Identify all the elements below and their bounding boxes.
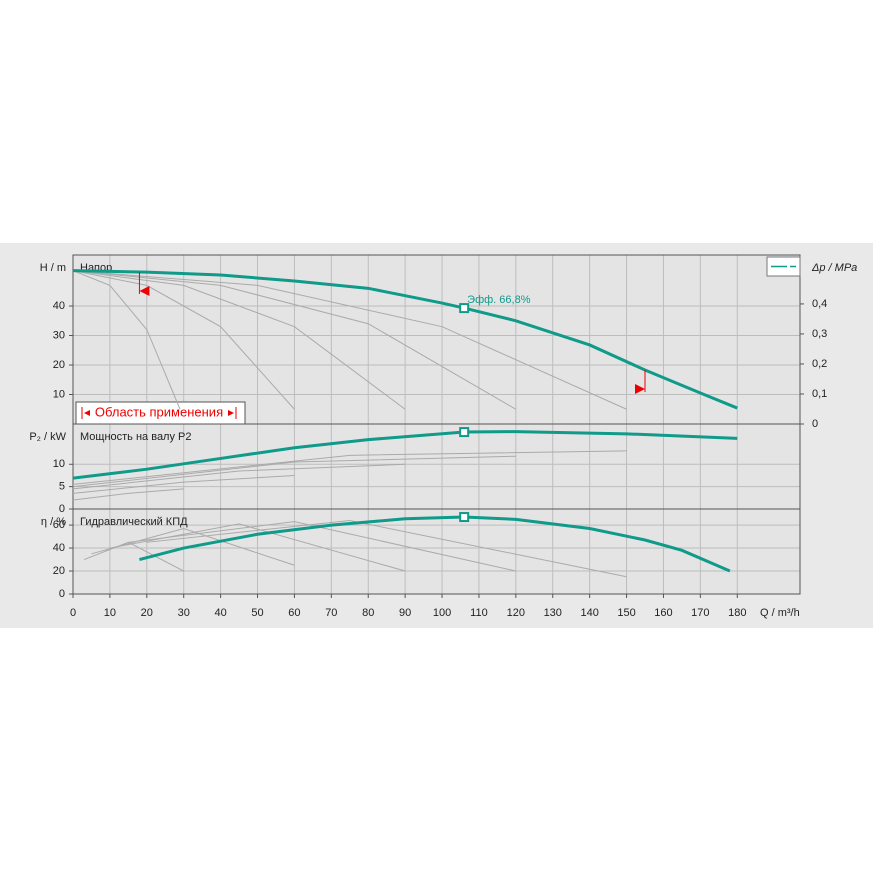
reference-curve [73, 270, 295, 410]
main-curve [73, 430, 738, 480]
x-tick-label: 120 [507, 607, 525, 619]
range-box [75, 401, 246, 425]
y2-tick-label: 0,3 [812, 328, 827, 340]
main-curve [73, 269, 738, 410]
y-tick-label: 10 [53, 458, 65, 470]
x-tick-label: 80 [362, 607, 374, 619]
range-label: Область применения [95, 404, 223, 419]
x-tick-label: 60 [288, 607, 300, 619]
x-tick-label: 150 [617, 607, 635, 619]
reference-curve [128, 521, 516, 572]
y-tick-label: 30 [53, 329, 65, 341]
reference-curve [73, 270, 517, 410]
y-tick-label: 0 [59, 588, 65, 600]
reference-curve [73, 450, 627, 485]
range-arrow [228, 410, 234, 416]
reference-curve [73, 270, 406, 410]
y-axis-title: H / m [40, 262, 66, 274]
reference-curve [73, 474, 295, 494]
y-axis-title: η / % [41, 516, 66, 528]
duty-point [459, 512, 470, 523]
y-tick-label: 10 [53, 388, 65, 400]
x-tick-label: 110 [470, 607, 488, 619]
y-tick-label: 20 [53, 565, 65, 577]
x-tick-label: 70 [325, 607, 337, 619]
reference-curve [146, 519, 627, 578]
reference-curve [109, 523, 406, 572]
reference-curve [73, 488, 184, 501]
range-limit-arrow [139, 285, 150, 296]
reference-curve [73, 270, 181, 410]
range-limit-arrow [635, 384, 646, 395]
y2-axis-title: Δp / MPa [811, 262, 857, 274]
y-tick-label: 60 [53, 519, 65, 531]
panel-title: Гидравлический КПД [80, 516, 188, 528]
y2-tick-label: 0,2 [812, 358, 827, 370]
panel-title: Мощность на валу P2 [80, 431, 192, 443]
x-tick-label: 130 [544, 607, 562, 619]
reference-curve [73, 455, 516, 488]
y2-tick-label: 0,1 [812, 388, 827, 400]
x-tick-label: 100 [433, 607, 451, 619]
y-axis-title: P₂ / kW [29, 431, 66, 443]
x-tick-label: 160 [654, 607, 672, 619]
x-tick-label: 180 [728, 607, 746, 619]
reference-curve [83, 541, 184, 572]
reference-curve [73, 270, 627, 410]
x-tick-label: 10 [104, 607, 116, 619]
y-tick-label: 40 [53, 300, 65, 312]
annotation: Эфф. 66,8% [467, 294, 531, 306]
y-tick-label: 40 [53, 542, 65, 554]
y2-tick-label: 0,4 [812, 298, 827, 310]
x-tick-label: 30 [178, 607, 190, 619]
duty-point [459, 303, 470, 314]
y-tick-label: 0 [59, 503, 65, 515]
x-axis-title: Q / m³/h [760, 607, 800, 619]
x-tick-label: 0 [70, 607, 76, 619]
duty-point [459, 427, 470, 438]
y-tick-label: 5 [59, 481, 65, 493]
range-arrow [84, 410, 90, 416]
x-tick-label: 170 [691, 607, 709, 619]
x-tick-label: 50 [251, 607, 263, 619]
y-tick-label: 20 [53, 359, 65, 371]
y2-tick-label: 0 [812, 418, 818, 430]
x-tick-label: 140 [580, 607, 598, 619]
reference-curve [73, 463, 406, 490]
x-tick-label: 40 [214, 607, 226, 619]
x-tick-label: 90 [399, 607, 411, 619]
x-tick-label: 20 [141, 607, 153, 619]
